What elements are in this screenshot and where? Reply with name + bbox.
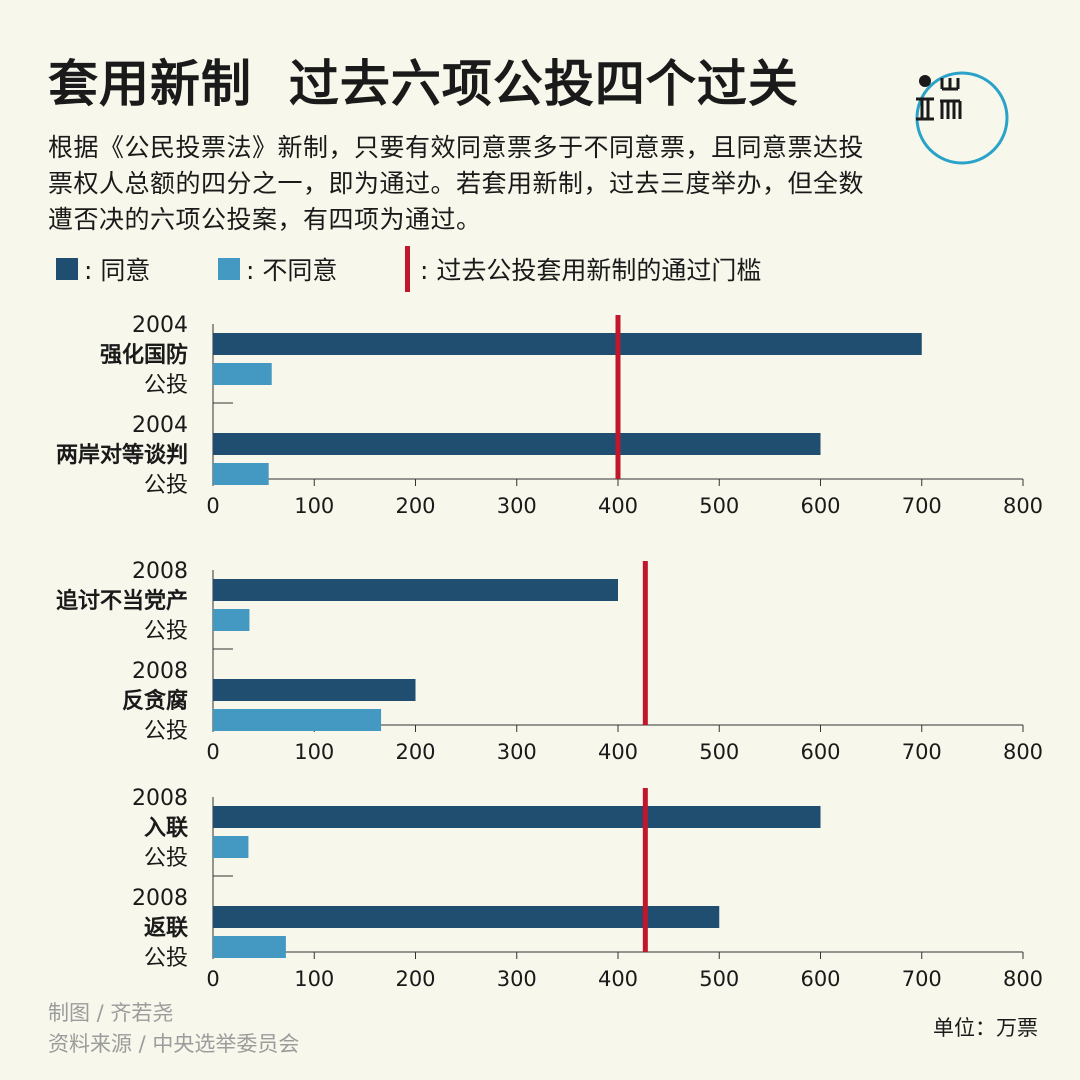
legend: : 同意 : 不同意 : 过去公投套用新制的通过门槛 (48, 246, 908, 292)
x-tick-label: 800 (1003, 494, 1043, 518)
x-tick-label: 200 (395, 740, 435, 764)
x-tick-label: 300 (497, 967, 537, 991)
category-suffix: 公投 (144, 846, 188, 871)
bar-disagree (213, 709, 382, 731)
bar-disagree (213, 936, 286, 958)
category-year: 2008 (132, 886, 188, 911)
logo (915, 71, 1009, 165)
legend-agree-swatch (56, 258, 78, 280)
category-suffix: 公投 (144, 619, 188, 644)
x-tick-label: 400 (598, 740, 638, 764)
category-name: 两岸对等谈判 (56, 442, 188, 468)
category-name: 反贪腐 (122, 688, 188, 714)
x-tick-label: 300 (497, 494, 537, 518)
x-tick-label: 800 (1003, 967, 1043, 991)
legend-disagree-label: : 不同意 (246, 256, 338, 285)
logo-glyph (916, 78, 962, 121)
page-title: 套用新制 过去六项公投四个过关 (48, 54, 799, 113)
unit-label: 单位：万票 (933, 1016, 1038, 1040)
logo-dot (919, 75, 931, 87)
bar-agree (213, 333, 922, 355)
footer: 制图 / 齐若尧 资料来源 / 中央选举委员会 (48, 998, 299, 1060)
x-tick-label: 400 (598, 967, 638, 991)
x-tick-label: 100 (294, 967, 334, 991)
source: 资料来源 / 中央选举委员会 (48, 1032, 300, 1056)
legend-threshold: : 过去公投套用新制的通过门槛 (405, 246, 761, 292)
category-suffix: 公投 (144, 373, 188, 398)
x-tick-label: 500 (699, 494, 739, 518)
x-tick-label: 0 (206, 740, 219, 764)
x-tick-label: 500 (699, 740, 739, 764)
chart-2008-un-svg: 0 100 200 300 400 500 600 700 8002008入联公投2008返联公… (132, 786, 1043, 991)
legend-threshold-label: : 过去公投套用新制的通过门槛 (420, 256, 762, 285)
x-tick-label: 600 (800, 740, 840, 764)
bar-agree (213, 579, 618, 601)
threshold-line (642, 561, 648, 725)
category-name: 入联 (144, 816, 188, 841)
bar-disagree (213, 363, 272, 385)
category-suffix: 公投 (144, 473, 188, 498)
category-year: 2004 (132, 313, 188, 338)
chart-2004: 0 100 200 300 400 500 600 700 800 2004 强化国防公投 2004 两… (0, 312, 1080, 524)
category-year: 2008 (132, 559, 188, 584)
x-tick-label: 600 (800, 494, 840, 518)
category-name: 追讨不当党产 (56, 588, 188, 614)
x-tick-label: 0 (206, 494, 219, 518)
x-tick-label: 600 (800, 967, 840, 991)
bar-disagree (213, 463, 269, 485)
x-tick-label: 700 (902, 740, 942, 764)
bar-disagree (213, 836, 249, 858)
x-tick-label: 500 (699, 967, 739, 991)
x-tick-label: 100 (294, 740, 334, 764)
x-tick-label: 200 (395, 494, 435, 518)
legend-threshold-marker (405, 246, 410, 292)
category-year: 2004 (132, 413, 188, 438)
category-year: 2008 (132, 659, 188, 684)
legend-disagree: : 不同意 (218, 246, 337, 292)
bar-agree (213, 806, 821, 828)
chart-2008-party-assets: 0 100 200 300 400 500 600 700 800 2008 追讨不当党产公投 200… (0, 558, 1080, 770)
category-name: 返联 (144, 916, 188, 941)
credit: 制图 / 齐若尧 (48, 1001, 174, 1025)
chart-2008-un: 0 100 200 300 400 500 600 700 800 2008 入联 公投 2008 返联公… (0, 785, 1080, 997)
category-suffix: 公投 (144, 719, 188, 744)
x-tick-label: 0 (206, 967, 219, 991)
description: 根据《公民投票法》新制，只要有效同意票多于不同意票，且同意票达投票权人总额的四分… (48, 133, 865, 234)
category-year: 2008 (132, 786, 188, 811)
legend-agree: : 同意 (56, 246, 150, 292)
category-name: 强化国防 (100, 342, 188, 368)
x-tick-label: 400 (598, 494, 638, 518)
category-suffix: 公投 (144, 946, 188, 971)
x-tick-label: 800 (1003, 740, 1043, 764)
legend-agree-label: : 同意 (84, 256, 151, 285)
x-tick-label: 100 (294, 494, 334, 518)
x-tick-label: 200 (395, 967, 435, 991)
threshold-line (615, 315, 621, 479)
legend-disagree-swatch (218, 258, 240, 280)
x-tick-label: 300 (497, 740, 537, 764)
x-tick-label: 700 (902, 494, 942, 518)
x-tick-label: 700 (902, 967, 942, 991)
threshold-line (642, 788, 648, 952)
bar-disagree (213, 609, 250, 631)
bar-agree (213, 433, 821, 455)
bar-agree (213, 679, 416, 701)
bar-agree (213, 906, 720, 928)
